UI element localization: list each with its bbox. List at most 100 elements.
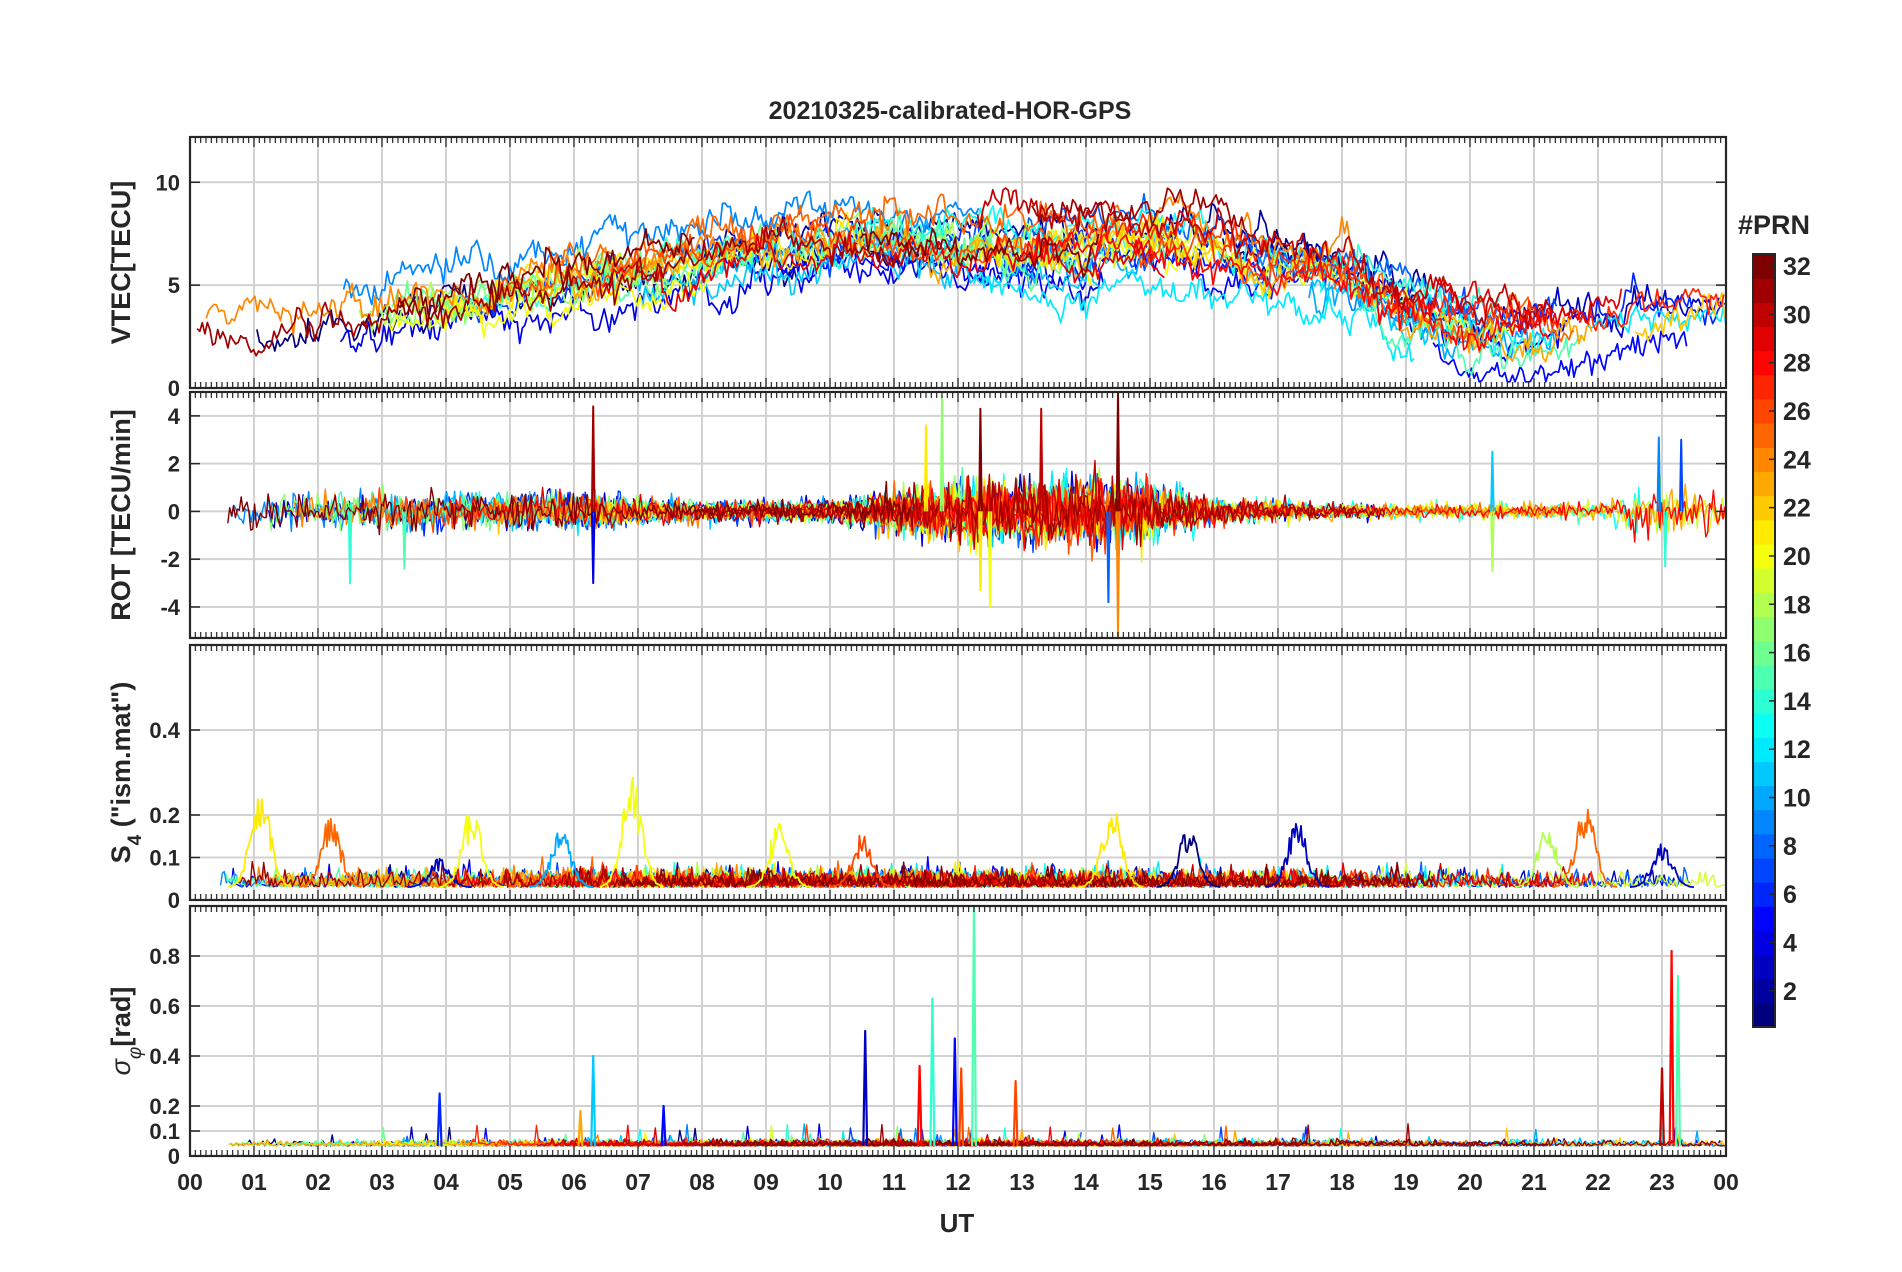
vtec-line-prn-22-pass2 (1634, 292, 1726, 342)
y-tick-label: 4 (168, 404, 181, 429)
vtec-line-prn-6-pass2 (1578, 272, 1726, 328)
x-tick-label: 04 (433, 1169, 459, 1195)
vtec-line-prn-15-pass2 (1363, 278, 1582, 376)
rot-line-prn-32 (227, 480, 911, 536)
sigma-spike (577, 1109, 584, 1147)
y-tick-label: 0.4 (149, 718, 180, 743)
vtec-line-prn-26-pass2 (1132, 225, 1368, 289)
colorbar-tick-label: 24 (1783, 446, 1811, 474)
data-series (228, 906, 1726, 1147)
x-tick-label: 00 (1713, 1169, 1739, 1195)
colorbar-swatch-27 (1753, 374, 1775, 400)
y-tick-label: 0 (168, 1144, 180, 1169)
colorbar-swatch-3 (1753, 954, 1775, 980)
colorbar-swatch-8 (1753, 833, 1775, 859)
s4-line-prn-31 (238, 860, 1397, 888)
x-tick-label: 14 (1073, 1169, 1099, 1195)
colorbar-swatch-22 (1753, 495, 1775, 521)
colorbar-swatch-5 (1753, 906, 1775, 931)
colorbar-swatch-23 (1753, 471, 1775, 497)
rot-spike (1490, 450, 1495, 512)
x-tick-label: 17 (1265, 1169, 1291, 1195)
y-tick-label: 5 (168, 273, 180, 298)
colorbar-tick-label: 8 (1783, 833, 1797, 861)
vtec-line-prn-5-pass2 (1432, 330, 1688, 383)
rot-line-prn-31 (662, 477, 1386, 548)
rot-spike (1038, 407, 1044, 512)
colorbar-tick-label: 14 (1783, 688, 1811, 716)
y-tick-label: 10 (156, 170, 180, 195)
y-tick-label: 0 (168, 888, 180, 913)
s4-bump (407, 857, 472, 888)
colorbar-tick-label: 22 (1783, 495, 1811, 523)
y-tick-label: 0.6 (149, 994, 180, 1019)
s4-bump (1079, 812, 1144, 888)
sigma-spike (1658, 1067, 1666, 1147)
data-series (196, 187, 1726, 383)
x-tick-label: 23 (1649, 1169, 1675, 1195)
x-tick-label: 03 (369, 1169, 395, 1195)
vtec-line-prn-24-pass2 (1144, 192, 1353, 271)
axes-frame (188, 643, 1728, 902)
s4-bump (529, 832, 594, 888)
y-axis-label-rot: ROT [TECU/min] (106, 409, 136, 620)
x-tick-label: 08 (689, 1169, 715, 1195)
rot-spike (923, 424, 929, 512)
vtec-line-prn-13 (864, 205, 1248, 276)
colorbar-swatch-18 (1753, 592, 1775, 617)
sigma-spike (590, 1054, 597, 1147)
x-tick-label: 06 (561, 1169, 587, 1195)
vtec-line-prn-29-pass2 (1390, 276, 1623, 332)
rot-spike (987, 511, 993, 608)
data-series (227, 392, 1726, 638)
colorbar-swatch-6 (1753, 882, 1775, 907)
s4-bump (830, 834, 895, 888)
vtec-line-prn-12-pass2 (1587, 305, 1726, 334)
x-tick-label: 19 (1393, 1169, 1419, 1195)
x-tick-label: 05 (497, 1169, 523, 1195)
s4-bump (1629, 843, 1695, 888)
sigma-spike (951, 1037, 958, 1147)
colorbar-swatch-24 (1753, 447, 1775, 473)
x-tick-label: 13 (1009, 1169, 1035, 1195)
colorbar-swatch-20 (1753, 543, 1775, 569)
colorbar-tick-label: 28 (1783, 350, 1811, 378)
s4-bump (298, 818, 362, 888)
x-tick-label: 12 (945, 1169, 971, 1195)
rot-spike (1490, 511, 1495, 573)
y-tick-label: 0.1 (149, 1119, 180, 1144)
y-tick-label: -4 (160, 595, 180, 620)
vtec-line-prn-31-pass2 (1031, 187, 1248, 233)
y-tick-label: 0.1 (149, 846, 180, 871)
y-tick-label: 0 (168, 499, 180, 524)
s4-bump (599, 776, 664, 888)
sigma-spike (1668, 949, 1675, 1147)
colorbar-swatch-14 (1753, 688, 1775, 714)
gridlines (189, 906, 1727, 1157)
colorbar-swatch-19 (1753, 568, 1775, 593)
sigma-line-prn-32 (704, 1137, 1549, 1147)
x-tick-label: 21 (1521, 1169, 1547, 1195)
colorbar-tick-label: 20 (1783, 543, 1811, 571)
axes-frame (188, 135, 1728, 390)
vtec-line-prn-30 (976, 187, 1555, 330)
colorbar-swatch-32 (1753, 254, 1775, 279)
colorbar-swatch-30 (1753, 302, 1775, 328)
rot-line-prn-30 (697, 459, 1359, 550)
x-tick-label: 16 (1201, 1169, 1227, 1195)
panel-s4: 00.10.20.4S4 ("ism.mat") (106, 643, 1728, 913)
rot-spike (1678, 438, 1684, 512)
colorbar-swatch-2 (1753, 978, 1775, 1004)
x-tick-label: 02 (305, 1169, 331, 1195)
colorbar-tick-label: 18 (1783, 591, 1811, 619)
rot-spike (402, 511, 407, 570)
colorbar-swatch-28 (1753, 350, 1775, 376)
y-tick-label: 0 (168, 376, 180, 401)
colorbar-swatch-25 (1753, 423, 1775, 448)
ylabel-rest: ("ism.mat") (106, 682, 136, 835)
colorbar-tick-label: 16 (1783, 640, 1811, 668)
s4-line-prn-32 (618, 861, 1433, 888)
minor-ticks (189, 392, 1727, 638)
